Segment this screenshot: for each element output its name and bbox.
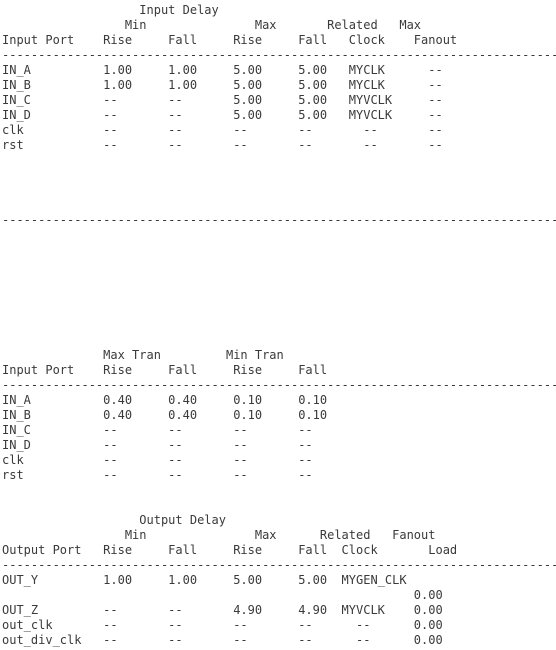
- report-line: [2, 333, 556, 348]
- report-line: ----------------------------------------…: [2, 378, 556, 392]
- report-line: Input Port Rise Fall Rise Fall: [2, 363, 328, 377]
- report-line: IN_C -- -- -- --: [2, 423, 313, 437]
- report-line: [2, 198, 556, 213]
- report-line: IN_B 0.40 0.40 0.10 0.10: [2, 408, 328, 422]
- report-line: Input Delay: [2, 3, 219, 17]
- report-line: Min Max Related Max: [2, 18, 422, 32]
- report-line: IN_D -- -- 5.00 5.00 MYVCLK --: [2, 108, 443, 122]
- report-line: Min Max Related Fanout: [2, 528, 436, 542]
- report-line: ----------------------------------------…: [2, 558, 556, 572]
- report-line: 0.00: [2, 588, 443, 602]
- report-line: [2, 498, 556, 513]
- report-line: IN_A 0.40 0.40 0.10 0.10: [2, 393, 328, 407]
- report-line: IN_C -- -- 5.00 5.00 MYVCLK --: [2, 93, 443, 107]
- report-line: Output Delay: [2, 513, 226, 527]
- report-line: Output Port Rise Fall Rise Fall Clock Lo…: [2, 543, 458, 557]
- report-line: [2, 288, 556, 303]
- report-line: ----------------------------------------…: [2, 48, 556, 62]
- report-line: out_div_clk -- -- -- -- -- 0.00: [2, 633, 443, 647]
- report-line: clk -- -- -- -- -- --: [2, 123, 443, 137]
- report-line: [2, 303, 556, 318]
- report-line: [2, 168, 556, 183]
- report-line: out_clk -- -- -- -- -- 0.00: [2, 618, 443, 632]
- report-line: rst -- -- -- -- -- --: [2, 138, 443, 152]
- report-line: [2, 243, 556, 258]
- report-line: [2, 183, 556, 198]
- timing-report: Input Delay Min Max Related Max Input Por…: [2, 3, 556, 648]
- report-line: IN_D -- -- -- --: [2, 438, 313, 452]
- report-line: [2, 228, 556, 243]
- report-line: rst -- -- -- --: [2, 468, 313, 482]
- report-line: Input Port Rise Fall Rise Fall Clock Fan…: [2, 33, 458, 47]
- report-line: [2, 318, 556, 333]
- report-line: [2, 273, 556, 288]
- report-line: clk -- -- -- --: [2, 453, 313, 467]
- report-line: IN_A 1.00 1.00 5.00 5.00 MYCLK --: [2, 63, 443, 77]
- report-line: [2, 153, 556, 168]
- report-line: OUT_Z -- -- 4.90 4.90 MYVCLK 0.00: [2, 603, 443, 617]
- report-line: OUT_Y 1.00 1.00 5.00 5.00 MYGEN_CLK: [2, 573, 407, 587]
- report-line: [2, 258, 556, 273]
- report-line: IN_B 1.00 1.00 5.00 5.00 MYCLK --: [2, 78, 443, 92]
- report-line: [2, 483, 556, 498]
- report-line: Max Tran Min Tran: [2, 348, 284, 362]
- report-line: ----------------------------------------…: [2, 213, 556, 227]
